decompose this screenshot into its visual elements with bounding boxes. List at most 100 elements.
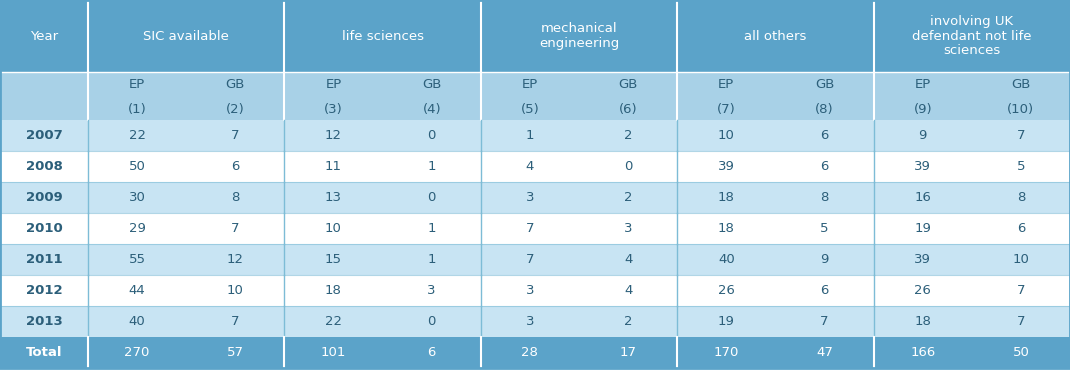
Text: 7: 7 [1016, 129, 1025, 142]
Text: 170: 170 [714, 346, 739, 359]
Text: 1: 1 [525, 129, 534, 142]
Text: Year: Year [30, 29, 58, 43]
Text: 2008: 2008 [26, 160, 62, 173]
Text: 50: 50 [128, 160, 146, 173]
Text: EP: EP [718, 78, 734, 92]
Text: 39: 39 [914, 160, 931, 173]
Text: 39: 39 [718, 160, 735, 173]
Bar [0, 182, 1070, 213]
Bar [0, 72, 1070, 120]
Text: involving UK
defendant not life
sciences: involving UK defendant not life sciences [912, 14, 1031, 57]
Text: 7: 7 [821, 315, 829, 328]
Text: EP: EP [129, 78, 146, 92]
Text: 7: 7 [231, 315, 240, 328]
Text: 44: 44 [128, 284, 146, 297]
Bar [0, 337, 1070, 368]
Text: 5: 5 [1016, 160, 1025, 173]
Text: 2011: 2011 [26, 253, 62, 266]
Text: 7: 7 [525, 253, 534, 266]
Text: 57: 57 [227, 346, 244, 359]
Text: 6: 6 [231, 160, 240, 173]
Text: (8): (8) [815, 102, 834, 116]
Text: 18: 18 [718, 222, 735, 235]
Bar [0, 0, 88, 72]
Text: life sciences: life sciences [341, 29, 424, 43]
Text: 0: 0 [428, 129, 435, 142]
Text: (3): (3) [324, 102, 342, 116]
Text: 4: 4 [624, 284, 632, 297]
Text: 3: 3 [427, 284, 435, 297]
Text: 4: 4 [624, 253, 632, 266]
Bar [0, 151, 1070, 182]
Text: 26: 26 [914, 284, 931, 297]
Text: GB: GB [618, 78, 638, 92]
Text: 6: 6 [428, 346, 435, 359]
Text: 8: 8 [1016, 191, 1025, 204]
Text: 7: 7 [525, 222, 534, 235]
Text: 9: 9 [918, 129, 927, 142]
Text: 12: 12 [227, 253, 244, 266]
Text: 6: 6 [1016, 222, 1025, 235]
Text: 13: 13 [325, 191, 342, 204]
Text: 2012: 2012 [26, 284, 62, 297]
Bar [0, 120, 1070, 151]
Text: 5: 5 [821, 222, 829, 235]
Text: 1: 1 [427, 222, 435, 235]
Text: 7: 7 [1016, 315, 1025, 328]
Text: GB: GB [422, 78, 442, 92]
Bar [88, 0, 285, 72]
Text: 3: 3 [624, 222, 632, 235]
Text: 9: 9 [821, 253, 828, 266]
Text: 2010: 2010 [26, 222, 62, 235]
Text: (7): (7) [717, 102, 736, 116]
Text: 10: 10 [227, 284, 244, 297]
Text: 18: 18 [914, 315, 931, 328]
Text: Total: Total [26, 346, 62, 359]
Text: 26: 26 [718, 284, 735, 297]
Text: 166: 166 [911, 346, 935, 359]
Text: SIC available: SIC available [143, 29, 229, 43]
Text: 50: 50 [1012, 346, 1029, 359]
Text: GB: GB [1011, 78, 1030, 92]
Text: 30: 30 [128, 191, 146, 204]
Text: 18: 18 [718, 191, 735, 204]
Text: 2: 2 [624, 191, 632, 204]
Text: 11: 11 [325, 160, 342, 173]
Text: 2009: 2009 [26, 191, 62, 204]
Text: 3: 3 [525, 284, 534, 297]
Text: 40: 40 [128, 315, 146, 328]
Text: 6: 6 [821, 284, 828, 297]
Text: 18: 18 [325, 284, 342, 297]
Text: 55: 55 [128, 253, 146, 266]
Bar [873, 0, 1070, 72]
Text: (9): (9) [914, 102, 932, 116]
Text: 2007: 2007 [26, 129, 62, 142]
Text: EP: EP [325, 78, 341, 92]
Text: 2: 2 [624, 315, 632, 328]
Text: 17: 17 [620, 346, 637, 359]
Text: 0: 0 [428, 191, 435, 204]
Text: 1: 1 [427, 253, 435, 266]
Text: 6: 6 [821, 129, 828, 142]
Text: GB: GB [815, 78, 835, 92]
Text: 6: 6 [821, 160, 828, 173]
Text: GB: GB [226, 78, 245, 92]
Bar [0, 306, 1070, 337]
Text: all others: all others [745, 29, 807, 43]
Bar [480, 0, 677, 72]
Text: 101: 101 [321, 346, 347, 359]
Text: 2013: 2013 [26, 315, 62, 328]
Text: (10): (10) [1007, 102, 1035, 116]
Text: 3: 3 [525, 315, 534, 328]
Text: 7: 7 [231, 129, 240, 142]
Bar [285, 0, 480, 72]
Text: 8: 8 [821, 191, 828, 204]
Text: 28: 28 [521, 346, 538, 359]
Text: 3: 3 [525, 191, 534, 204]
Text: 8: 8 [231, 191, 240, 204]
Text: 16: 16 [914, 191, 931, 204]
Text: 22: 22 [128, 129, 146, 142]
Text: (5): (5) [520, 102, 539, 116]
Text: 0: 0 [624, 160, 632, 173]
Text: EP: EP [915, 78, 931, 92]
